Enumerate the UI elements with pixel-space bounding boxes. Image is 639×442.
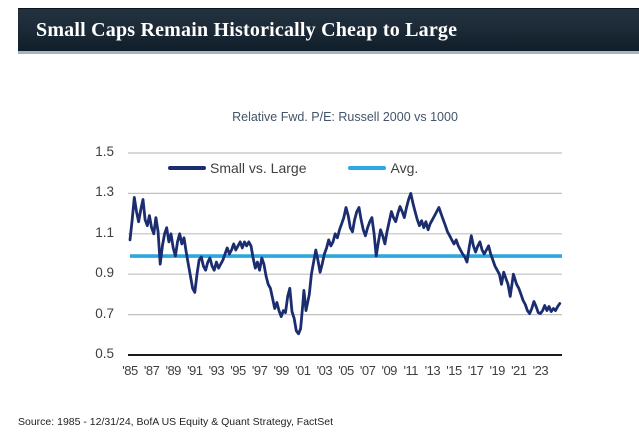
chart-legend: Small vs. Large Avg. [168,160,418,176]
source-note: Source: 1985 - 12/31/24, BofA US Equity … [18,416,333,428]
legend-line-swatch-navy [168,166,206,170]
slide-title: Small Caps Remain Historically Cheap to … [36,18,458,41]
legend-label-avg: Avg. [390,160,419,176]
legend-line-swatch-blue [348,166,387,170]
chart-title: Relative Fwd. P/E: Russell 2000 vs 1000 [232,110,458,124]
legend-item-avg: Avg. [348,160,418,176]
legend-label-small-vs-large: Small vs. Large [210,160,307,176]
slide-title-banner: Small Caps Remain Historically Cheap to … [18,8,639,54]
small-vs-large-line [128,191,562,336]
legend-item-small-vs-large: Small vs. Large [168,160,306,176]
